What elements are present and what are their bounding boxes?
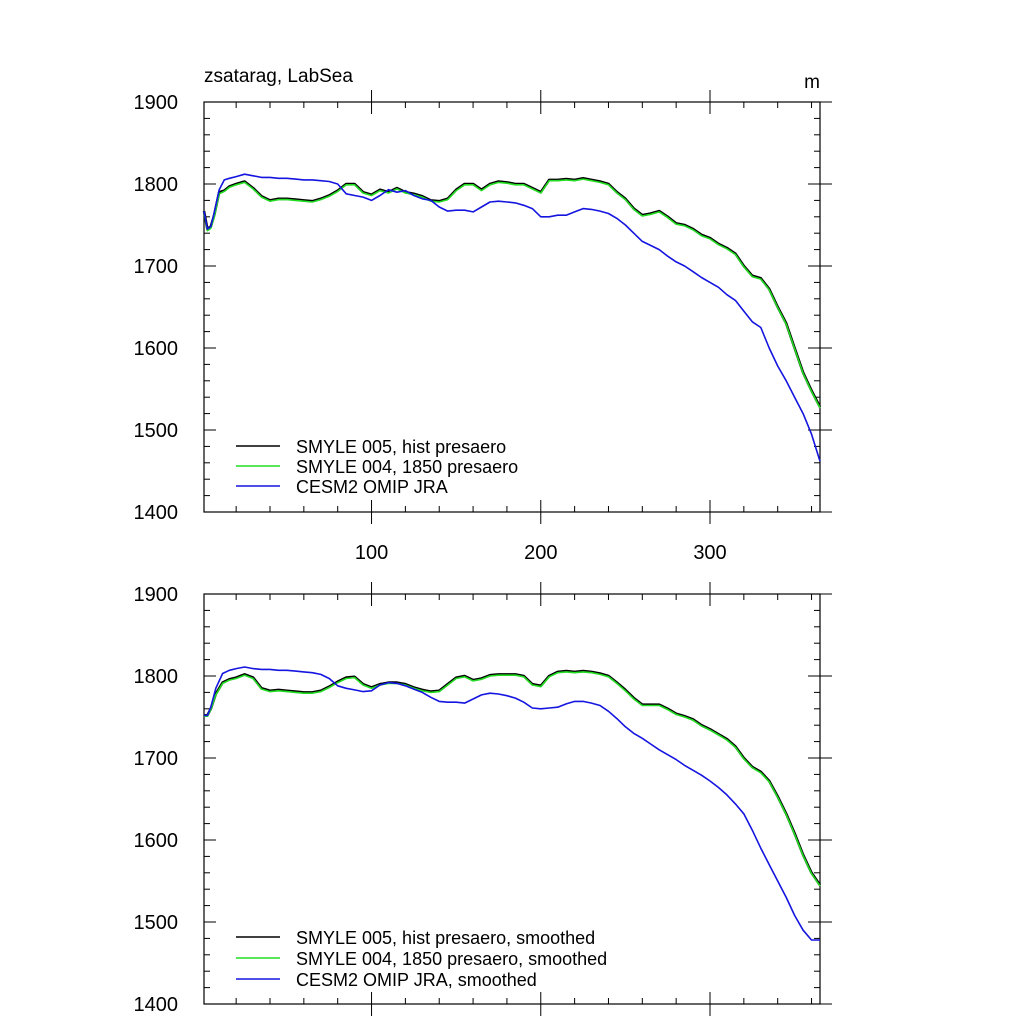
y-tick-label: 1800 xyxy=(134,666,179,688)
bottom-panel: 1400 1500 1600 1700 1800 1900 SMYLE 005, hist … xyxy=(134,582,832,1016)
legend-label: SMYLE 004, 1850 presaero xyxy=(296,457,518,477)
legend-label: CESM2 OMIP JRA xyxy=(296,477,448,497)
y-tick-label: 1900 xyxy=(134,92,179,114)
legend-label: SMYLE 004, 1850 presaero, smoothed xyxy=(296,949,607,969)
y-tick-label: 1700 xyxy=(134,256,179,278)
series-line xyxy=(204,669,822,886)
chart-title: zsatarag, LabSea xyxy=(204,66,353,87)
legend-label: SMYLE 005, hist presaero, smoothed xyxy=(296,928,595,948)
x-tick-label: 100 xyxy=(355,542,388,564)
series-line xyxy=(203,178,821,409)
y-tick-label: 1500 xyxy=(134,420,179,442)
series-line xyxy=(204,671,821,887)
y-tick-label: 1800 xyxy=(134,174,179,196)
series-line xyxy=(202,177,822,408)
y-tick-label: 1400 xyxy=(134,502,179,524)
y-tick-label: 1700 xyxy=(134,748,179,770)
legend-label: SMYLE 005, hist presaero xyxy=(296,437,506,457)
y-tick-label: 1500 xyxy=(134,912,179,934)
series-line xyxy=(203,173,821,462)
y-tick-label: 1900 xyxy=(134,584,179,606)
top-panel: 1400 1500 1600 1700 1800 1900 100 200 300 SMYLE 0… xyxy=(134,90,832,564)
plot-frame xyxy=(203,101,821,513)
plot-frame xyxy=(203,593,821,1005)
x-tick-label: 300 xyxy=(693,542,726,564)
units-label: m xyxy=(804,72,820,93)
series-line xyxy=(204,666,820,941)
x-tick-label: 200 xyxy=(524,542,557,564)
y-tick-label: 1400 xyxy=(134,994,179,1016)
y-tick-label: 1600 xyxy=(134,830,179,852)
y-tick-label: 1600 xyxy=(134,338,179,360)
legend-label: CESM2 OMIP JRA, smoothed xyxy=(296,970,537,990)
